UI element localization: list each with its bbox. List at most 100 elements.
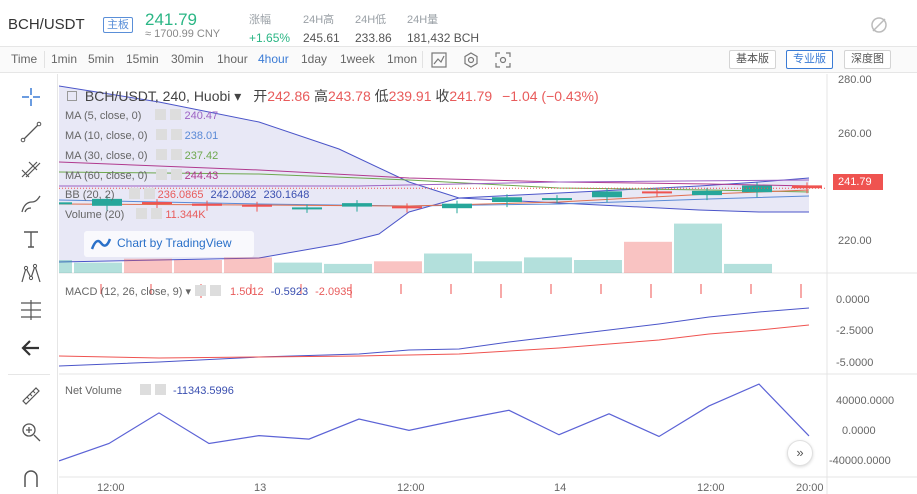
volume-bar — [524, 257, 572, 273]
back-arrow-icon[interactable] — [19, 336, 43, 360]
indicators-icon[interactable] — [430, 51, 448, 69]
close-icon[interactable] — [209, 285, 221, 296]
stat-value: 245.61 — [303, 31, 340, 45]
settings-icon[interactable] — [136, 208, 148, 219]
close-icon[interactable] — [143, 188, 155, 199]
timeframe-1day[interactable]: 1day — [301, 52, 328, 66]
candle-body — [742, 185, 772, 193]
settings-icon[interactable] — [194, 285, 206, 296]
stat-label: 24H低 — [355, 14, 387, 26]
view-depth-button[interactable]: 深度图 — [844, 50, 891, 69]
volume-bar — [59, 260, 72, 273]
settings-icon[interactable] — [139, 384, 151, 395]
settings-icon[interactable] — [155, 129, 167, 140]
close-icon[interactable] — [170, 129, 182, 140]
magnet-icon[interactable] — [19, 467, 43, 491]
volume-bar — [424, 253, 472, 273]
indicator-label: MA (30, close, 0) — [65, 150, 148, 162]
stat-value: 181,432 BCH — [407, 31, 480, 45]
scroll-to-realtime-button[interactable]: » — [787, 440, 813, 466]
close-icon[interactable] — [170, 169, 182, 180]
crosshair-icon[interactable] — [19, 85, 43, 109]
nv-axis-label: -40000.0000 — [829, 455, 891, 467]
timeframe-1min[interactable]: 1min — [51, 52, 78, 66]
price-axis-label: 220.00 — [838, 235, 872, 247]
timeframe-time[interactable]: Time — [11, 52, 38, 66]
volume-bar — [74, 262, 122, 273]
candle-body — [392, 206, 422, 209]
ma5-line — [59, 179, 810, 187]
ohlc-collapse-icon[interactable] — [67, 91, 77, 101]
close-value: 241.79 — [449, 88, 493, 104]
close-icon[interactable] — [151, 208, 163, 219]
price-chart-canvas — [59, 74, 917, 494]
close-icon[interactable] — [170, 149, 182, 160]
timeframe-30min[interactable]: 30min — [171, 52, 204, 66]
pattern-icon[interactable] — [19, 262, 43, 286]
close-icon[interactable] — [170, 109, 182, 120]
indicator-value: 240.47 — [184, 110, 219, 122]
candle-body — [692, 190, 722, 196]
indicator-label: MACD (12, 26, close, 9) — [65, 286, 183, 298]
ma30-legend: MA (30, close, 0) 237.42 — [65, 149, 218, 162]
timeframe-1mon[interactable]: 1mon — [387, 52, 418, 66]
view-basic-button[interactable]: 基本版 — [729, 50, 776, 69]
candle-body — [642, 191, 672, 194]
candle-body — [492, 197, 522, 203]
text-tool-icon[interactable] — [19, 227, 43, 251]
volume-bar — [124, 258, 172, 273]
volume-bar — [274, 262, 322, 273]
settings-icon[interactable] — [155, 169, 167, 180]
indicator-label: MA (10, close, 0) — [65, 130, 148, 142]
macd-hist-value: 1.5012 — [230, 286, 264, 298]
indicator-label: BB (20, 2) — [65, 189, 115, 201]
volume-bar — [324, 263, 372, 273]
candle-body — [142, 202, 172, 205]
volume-value: 11.344K — [165, 209, 206, 221]
settings-icon[interactable] — [155, 109, 167, 120]
macd-value: -0.5923 — [270, 286, 309, 298]
screenshot-icon[interactable] — [494, 51, 512, 69]
volume-legend: Volume (20) 11.344K — [65, 208, 206, 221]
price-axis-label: 260.00 — [838, 128, 872, 140]
settings-icon[interactable] — [155, 149, 167, 160]
indicator-label: Net Volume — [65, 385, 122, 397]
close-icon[interactable] — [154, 384, 166, 395]
zoom-in-icon[interactable] — [19, 420, 43, 444]
close-label: 收 — [435, 88, 450, 104]
volume-bar — [174, 260, 222, 273]
settings-icon[interactable] — [128, 188, 140, 199]
candle-body — [92, 198, 122, 206]
view-pro-button[interactable]: 专业版 — [786, 50, 833, 69]
pitchfork-icon[interactable] — [19, 156, 43, 180]
ma10-line — [59, 195, 810, 207]
drawing-tools-sidebar — [0, 74, 58, 494]
open-label: 开 — [253, 88, 268, 104]
tradingview-watermark[interactable]: Chart by TradingView — [84, 231, 254, 257]
chart-symbol-title: BCH/USDT, 240, Huobi — [84, 88, 231, 104]
ma10-legend: MA (10, close, 0) 238.01 — [65, 129, 218, 142]
timeframe-1hour[interactable]: 1hour — [217, 52, 248, 66]
brush-icon[interactable] — [19, 192, 43, 216]
fib-levels-icon[interactable] — [19, 298, 43, 322]
ruler-icon[interactable] — [19, 384, 43, 408]
hide-eye-icon[interactable] — [870, 16, 888, 34]
settings-icon[interactable] — [462, 51, 480, 69]
stat-value: 233.86 — [355, 31, 392, 45]
nv-axis-label: 0.0000 — [842, 425, 876, 437]
chart-area[interactable]: BCH/USDT, 240, Huobi ▾ 开242.86 高243.78 低… — [59, 74, 917, 494]
timeframe-4hour[interactable]: 4hour — [258, 52, 289, 66]
timeframe-1week[interactable]: 1week — [340, 52, 375, 66]
timeframe-15min[interactable]: 15min — [126, 52, 159, 66]
stat-label: 24H量 — [407, 14, 439, 26]
chevron-down-icon[interactable]: ▾ — [185, 286, 191, 298]
high-value: 243.78 — [327, 88, 371, 104]
stat-value: +1.65% — [249, 31, 291, 45]
candle-body — [59, 202, 72, 205]
chevron-down-icon[interactable]: ▾ — [234, 88, 242, 104]
stat-low: 24H低 233.86 — [355, 11, 392, 45]
candle-body — [342, 203, 372, 207]
trend-line-icon[interactable] — [19, 120, 43, 144]
timeframe-5min[interactable]: 5min — [88, 52, 115, 66]
low-value: 239.91 — [388, 88, 432, 104]
